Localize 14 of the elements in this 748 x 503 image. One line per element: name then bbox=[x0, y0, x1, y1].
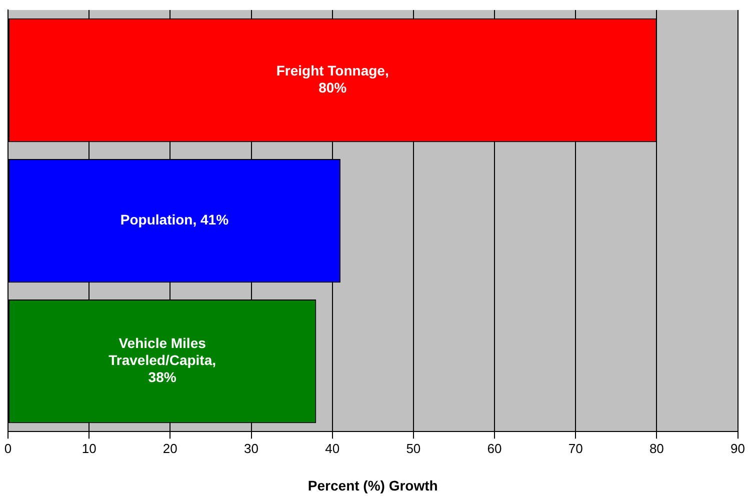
x-tick-label: 90 bbox=[730, 440, 746, 456]
x-axis-title: Percent (%) Growth bbox=[308, 477, 438, 494]
data-label: Vehicle Miles Traveled/Capita, 38% bbox=[108, 335, 216, 386]
x-tick-label: 80 bbox=[649, 440, 664, 456]
x-tick-label: 0 bbox=[4, 440, 12, 456]
data-label: Freight Tonnage, 80% bbox=[276, 62, 389, 96]
x-tick-label: 10 bbox=[82, 440, 96, 456]
x-tick-label: 60 bbox=[487, 440, 502, 456]
x-tick-label: 20 bbox=[162, 440, 178, 456]
x-tick-label: 30 bbox=[244, 440, 258, 456]
x-tick-label: 70 bbox=[568, 440, 583, 456]
x-tick-label: 50 bbox=[406, 440, 421, 456]
x-tick-label: 40 bbox=[325, 440, 340, 456]
data-label: Population, 41% bbox=[120, 212, 230, 228]
